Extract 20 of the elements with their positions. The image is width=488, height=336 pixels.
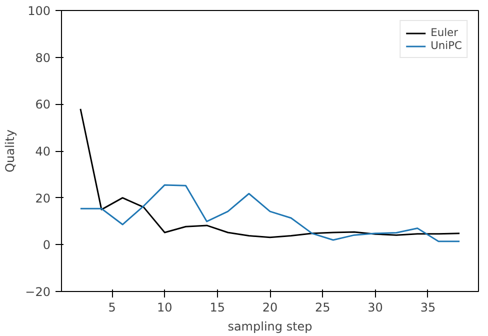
y-tick-label: 60 bbox=[35, 98, 51, 112]
x-tick-label: 35 bbox=[420, 300, 436, 314]
x-tick-label: 30 bbox=[368, 300, 383, 314]
x-tick-label: 10 bbox=[157, 300, 172, 314]
line-series bbox=[80, 184, 460, 242]
y-tick-label: −20 bbox=[25, 285, 51, 299]
legend-label: Euler bbox=[430, 26, 458, 39]
y-tick-label: 0 bbox=[42, 238, 51, 252]
y-axis-title: Quality bbox=[3, 130, 18, 172]
x-tick-label: 25 bbox=[315, 300, 330, 314]
y-tick-label: 40 bbox=[35, 144, 51, 158]
y-tick-label: 100 bbox=[28, 4, 50, 18]
x-tick-label: 5 bbox=[108, 300, 116, 314]
line-series bbox=[80, 108, 460, 238]
x-tick-label: 15 bbox=[210, 300, 225, 314]
x-axis-title: sampling step bbox=[228, 320, 312, 334]
y-tick-label: 20 bbox=[35, 191, 51, 206]
y-tick-label: 80 bbox=[35, 50, 51, 65]
x-tick-label: 20 bbox=[262, 300, 278, 314]
legend-label: UniPC bbox=[430, 39, 462, 52]
